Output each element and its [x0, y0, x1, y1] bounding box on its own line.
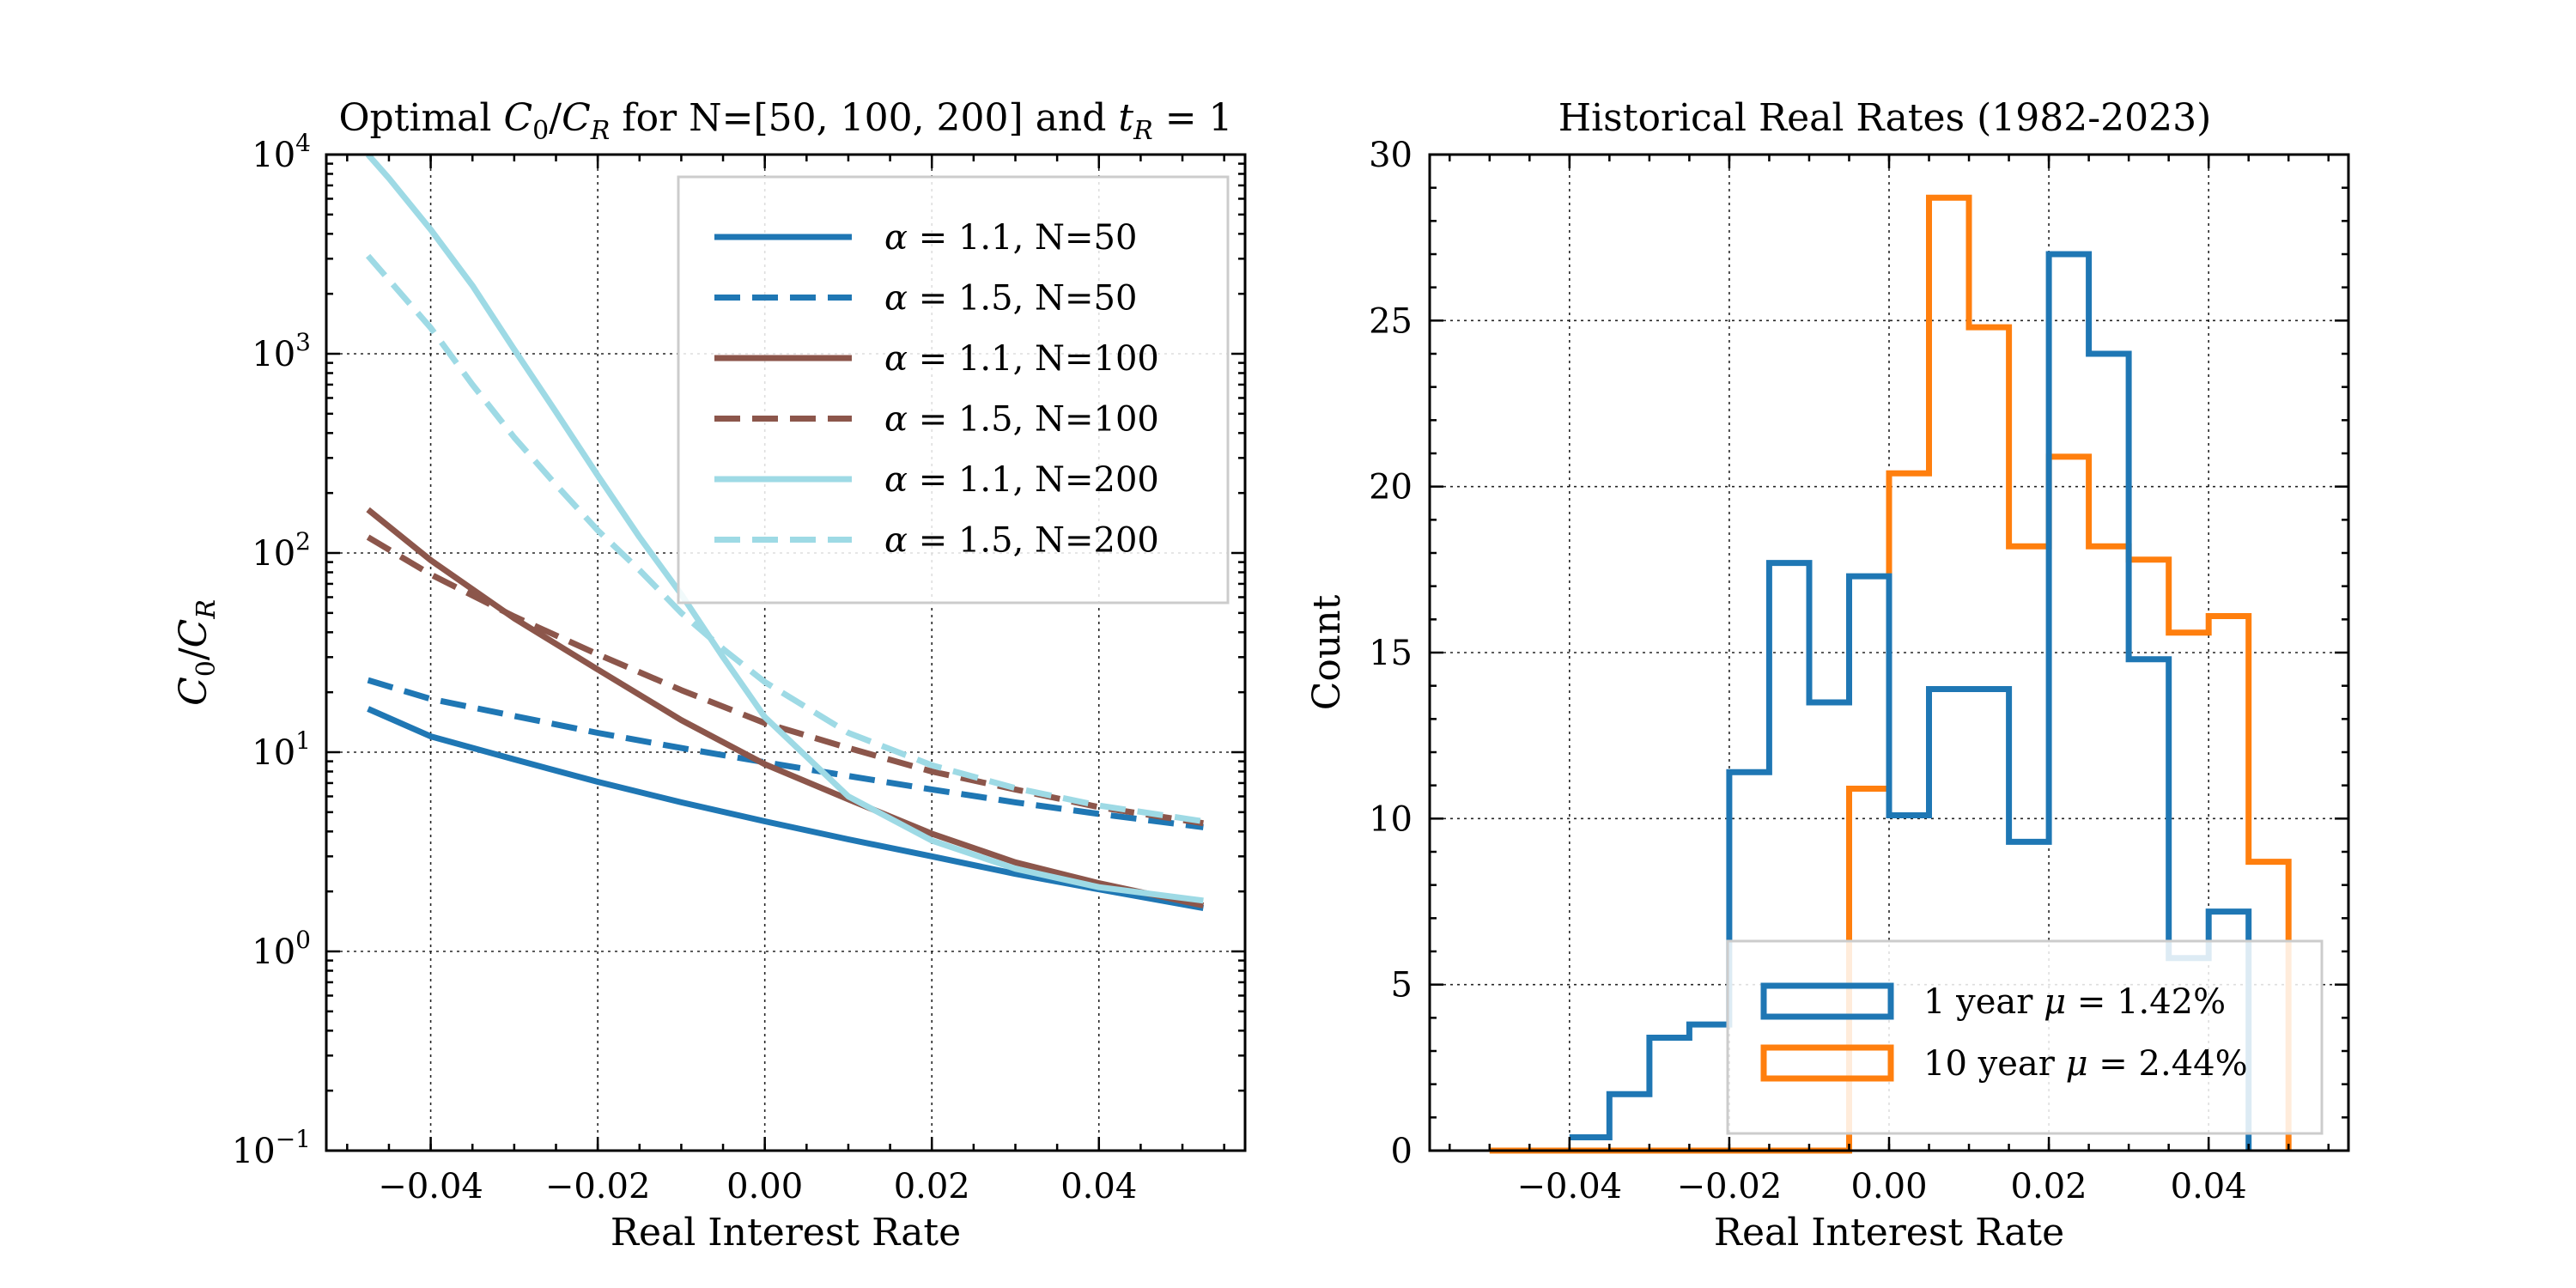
right-histogram-series — [1569, 251, 2252, 1151]
left-y-tick-label: 103 — [252, 328, 311, 374]
left-x-tick-label: 0.00 — [726, 1167, 803, 1206]
right-y-tick-label: 25 — [1369, 301, 1413, 341]
right-x-tick-label: 0.02 — [2011, 1167, 2087, 1206]
right-histogram-steps — [1489, 194, 2292, 1154]
right-y-tick-label: 30 — [1369, 136, 1413, 175]
right-y-tick-label: 0 — [1391, 1132, 1413, 1171]
right-y-tick-labels: 0 5 10 15 20 25 30 — [1369, 136, 1413, 1171]
left-x-axis-label: Real Interest Rate — [611, 1211, 961, 1255]
right-y-tick-label: 15 — [1369, 634, 1413, 673]
left-legend-label: α = 1.1, N=50 — [884, 218, 1137, 258]
left-series-line — [365, 155, 1204, 904]
right-legend-box — [1726, 939, 2324, 1135]
left-series-line — [367, 677, 1204, 830]
right-x-tick-label: −0.02 — [1677, 1167, 1783, 1206]
right-y-tick-label: 5 — [1391, 966, 1413, 1005]
left-x-tick-label: 0.02 — [894, 1167, 970, 1206]
left-series-lines — [365, 155, 1205, 911]
left-legend-label: α = 1.5, N=50 — [884, 279, 1137, 319]
right-legend: 1 year μ = 1.42% 10 year μ = 2.44% — [1726, 939, 2324, 1135]
left-legend-label: α = 1.5, N=100 — [884, 400, 1159, 440]
right-legend-label: 10 year μ = 2.44% — [1923, 1044, 2248, 1084]
left-legend-label: α = 1.5, N=200 — [884, 521, 1159, 561]
right-x-tick-label: −0.04 — [1517, 1167, 1623, 1206]
left-x-tick-label: 0.04 — [1060, 1167, 1137, 1206]
right-x-axis-label: Real Interest Rate — [1714, 1211, 2064, 1255]
left-legend-label: α = 1.1, N=200 — [884, 460, 1159, 500]
left-x-tick-label: −0.02 — [545, 1167, 651, 1206]
left-chart-title: Optimal C0/CR for N=[50, 100, 200] and t… — [338, 96, 1232, 146]
right-panel: Historical Real Rates (1982-2023) −0.04−… — [1305, 96, 2350, 1255]
left-panel: Optimal C0/CR for N=[50, 100, 200] and t… — [172, 96, 1247, 1255]
right-y-axis-label: Count — [1305, 594, 1349, 710]
right-legend-label: 1 year μ = 1.42% — [1923, 982, 2226, 1022]
left-y-tick-label: 100 — [252, 926, 311, 972]
left-legend-label: α = 1.1, N=100 — [884, 339, 1159, 379]
left-plot-frame — [325, 153, 1247, 1152]
right-plot-frame — [1428, 153, 2350, 1152]
left-y-tick-label: 101 — [252, 726, 311, 773]
left-legend-box — [677, 175, 1230, 605]
left-y-tick-label: 104 — [252, 129, 311, 175]
left-y-tick-label: 102 — [252, 527, 311, 574]
left-series-line — [366, 507, 1205, 908]
right-x-tick-labels: −0.04 −0.02 0.00 0.02 0.04 — [1517, 1167, 2247, 1206]
right-y-tick-label: 20 — [1369, 468, 1413, 507]
right-legend-swatch — [1760, 982, 1894, 1020]
right-x-tick-label: 0.04 — [2171, 1167, 2247, 1206]
left-x-tick-label: −0.04 — [378, 1167, 483, 1206]
left-legend: α = 1.1, N=50 α = 1.5, N=50 α = 1.1, N=100… — [677, 175, 1230, 605]
left-y-axis-label: C0/CR — [172, 599, 222, 706]
left-series-line — [367, 706, 1205, 911]
right-x-tick-label: 0.00 — [1850, 1167, 1927, 1206]
right-y-tick-label: 10 — [1369, 799, 1413, 839]
left-y-tick-labels: 10−1 100 101 102 103 104 — [232, 129, 311, 1171]
right-legend-swatch — [1760, 1044, 1894, 1082]
left-x-tick-labels: −0.04 −0.02 0.00 0.02 0.04 — [378, 1167, 1137, 1206]
left-series-line — [365, 253, 1204, 824]
right-chart-title: Historical Real Rates (1982-2023) — [1558, 96, 2212, 140]
left-y-tick-label: 10−1 — [232, 1125, 311, 1171]
